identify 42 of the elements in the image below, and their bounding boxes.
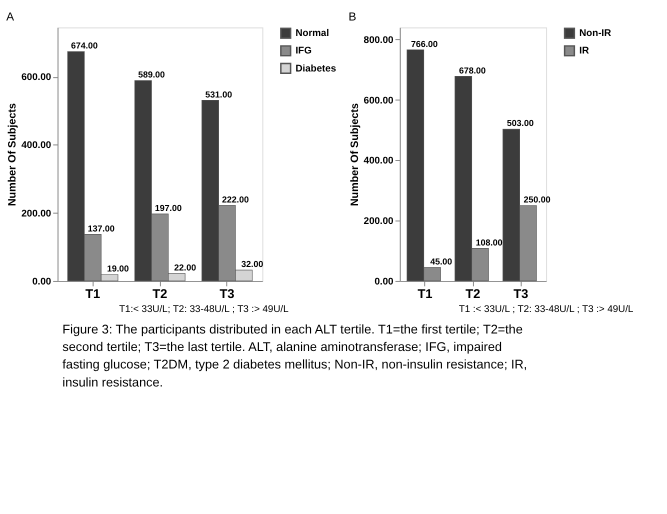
y-tick-label: 0.00 <box>374 276 394 288</box>
text: T1:< 33U/L; T2: 33-48U/L ; T3 :> 49U/L <box>119 304 290 316</box>
y-tick-label: 400.00 <box>21 140 52 152</box>
legend-label: Non-IR <box>579 28 612 40</box>
x-tick-label: T2 <box>152 287 168 302</box>
data-label: 45.00 <box>430 256 452 266</box>
data-label: 19.00 <box>106 264 130 274</box>
caption: Figure 3: The participants distributed in each ALT tertile. T1=the first tertile; T2=the second tertile; T3=the last tertile. ALT, alanine aminotransferase; IFG, impaired fasting glucose; T2DM, type 2 diabetes mellitus; Non-IR, non-insulin resistance; IR, insulin resistance. <box>62 322 528 390</box>
data-label: 222.00 <box>222 194 249 204</box>
data-label: 674.00 <box>70 40 98 51</box>
data-label: 32.00 <box>241 259 264 270</box>
x-tick-label: T3 <box>220 287 234 302</box>
y-tick-label: 600.00 <box>21 72 52 84</box>
legend-label: Normal <box>295 28 330 40</box>
x-tick-label: T3 <box>514 287 528 302</box>
y-tick-label: 200.00 <box>364 216 394 227</box>
y-tick-label: 600.00 <box>364 95 394 106</box>
text: T1 :< 33U/L ; T2: 33-48U/L ; T3 :> 49U/L <box>458 304 634 316</box>
data-label: 678.00 <box>458 65 486 76</box>
y-tick-label: 800.00 <box>364 34 394 46</box>
x-tick-label: T1 <box>85 287 100 302</box>
y-axis-title: Number Of Subjects <box>348 103 361 206</box>
data-label: 250.00 <box>524 194 551 205</box>
legend-label: Diabetes <box>295 63 337 74</box>
chart-title: A <box>6 10 14 24</box>
data-label: 531.00 <box>205 89 232 100</box>
y-axis-title: Number Of Subjects <box>6 103 19 206</box>
data-label: 766.00 <box>410 38 438 49</box>
data-label: 197.00 <box>154 202 182 213</box>
x-tick-label: T1 <box>418 287 432 302</box>
y-tick-label: 0.00 <box>32 276 52 288</box>
data-label: 589.00 <box>138 70 166 80</box>
data-label: 137.00 <box>88 223 115 234</box>
chart-title: B <box>348 10 357 24</box>
legend-label: IFG <box>295 46 312 57</box>
data-label: 108.00 <box>476 237 503 248</box>
legend-label: IR <box>579 46 589 57</box>
data-label: 503.00 <box>506 118 534 128</box>
x-tick-label: T2 <box>466 287 480 302</box>
y-tick-label: 200.00 <box>21 208 52 220</box>
y-tick-label: 400.00 <box>364 156 394 167</box>
data-label: 22.00 <box>174 262 196 273</box>
